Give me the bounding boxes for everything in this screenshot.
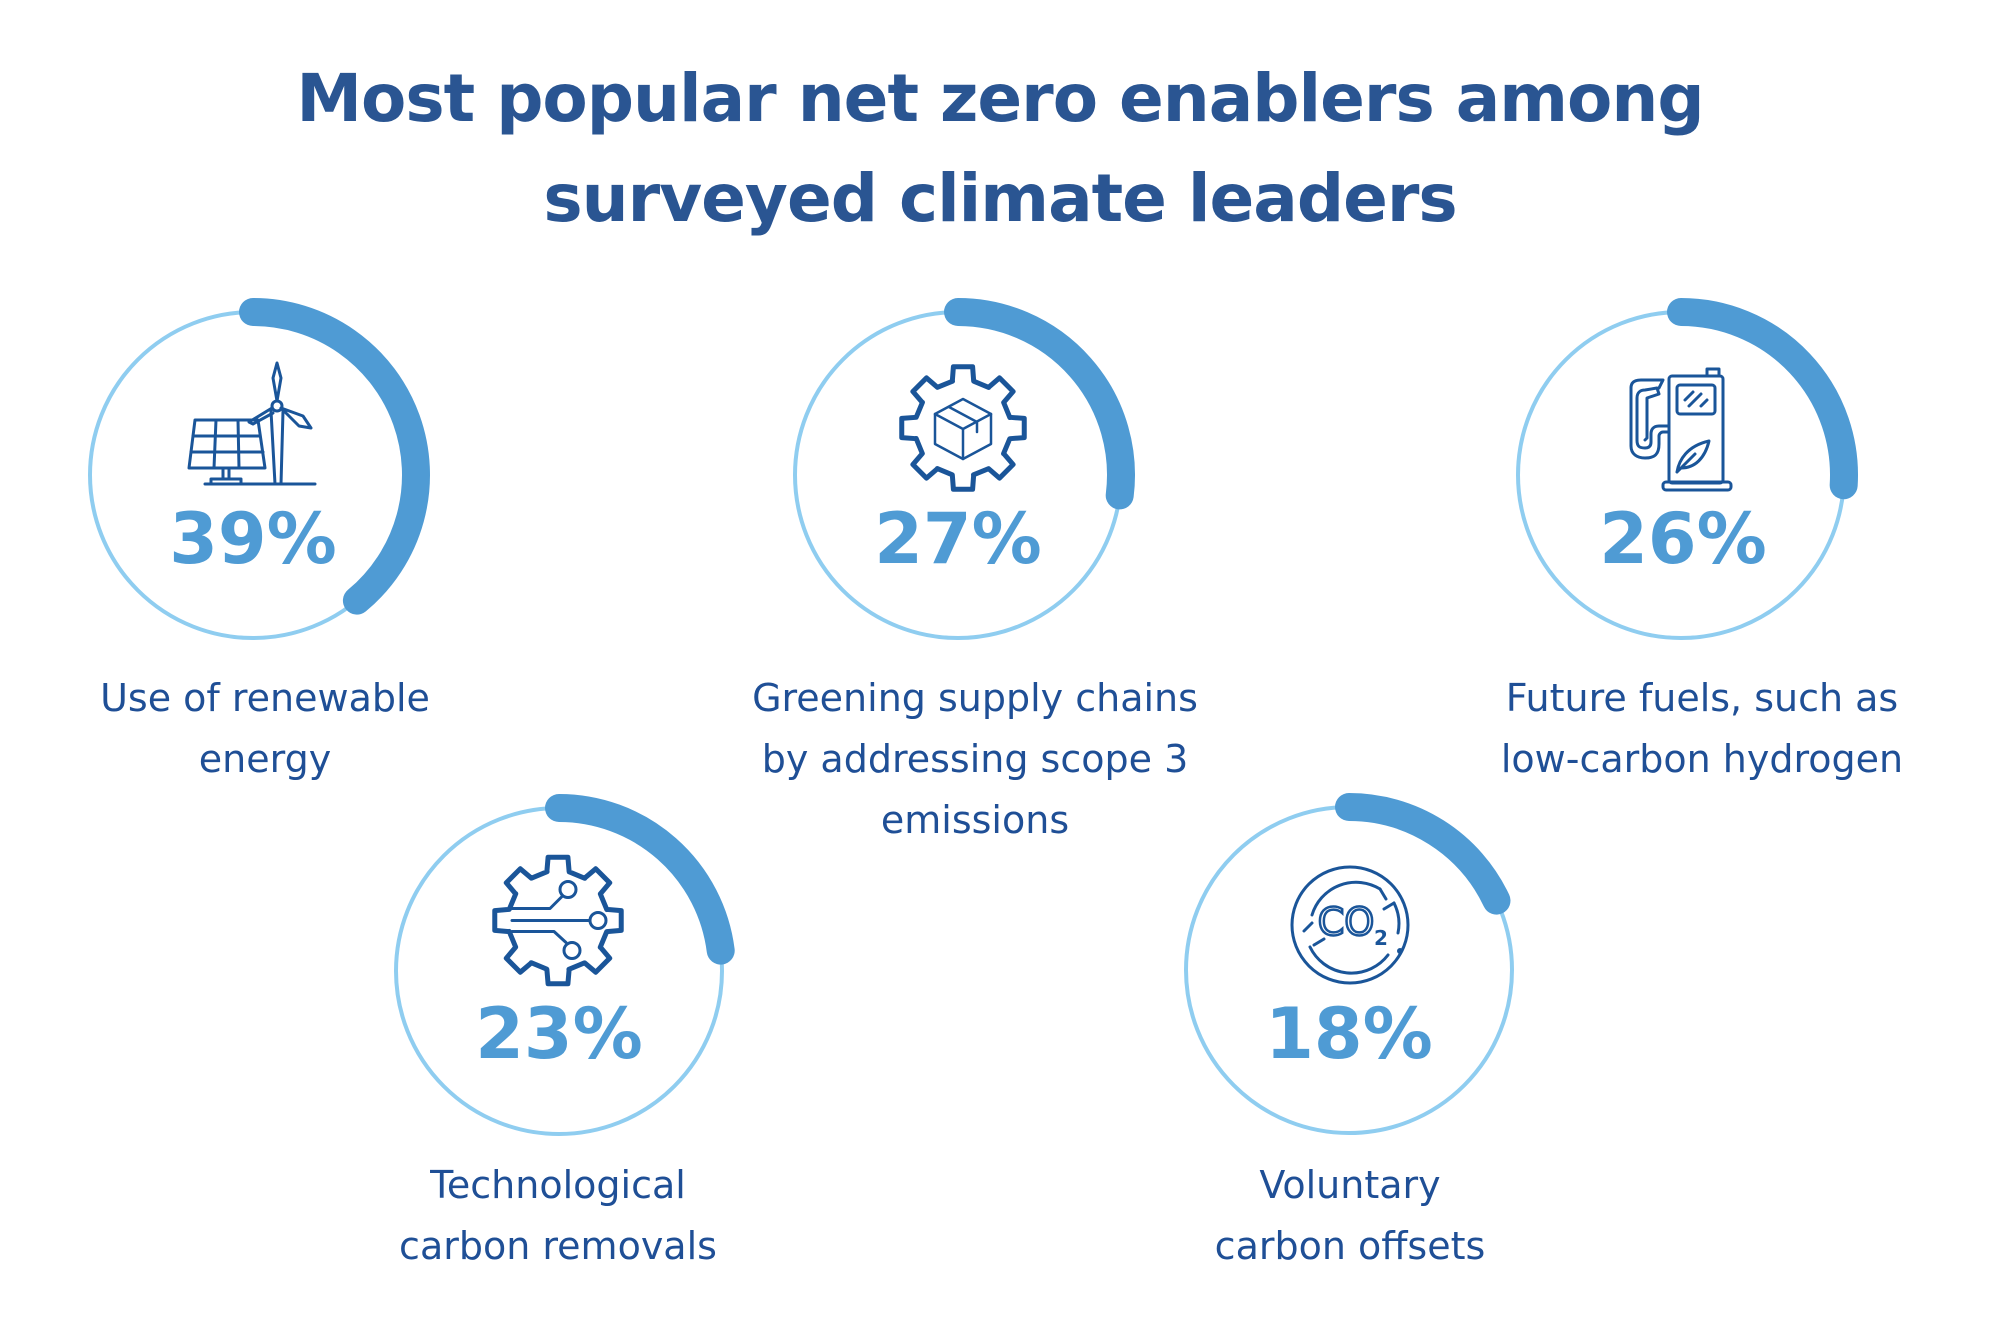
label-line: low-carbon hydrogen [1500, 737, 1904, 781]
label-line: Voluntary [1259, 1163, 1441, 1207]
label-future-fuels: Future fuels, such as low-carbon hydroge… [1442, 668, 1962, 790]
gear-circuit-icon [488, 853, 628, 988]
label-line: emissions [880, 798, 1070, 842]
co2-subscript: 2 [1374, 926, 1388, 950]
label-renewable-energy: Use of renewable energy [5, 668, 525, 790]
percent-value-carbon-removals: 23% [475, 993, 643, 1075]
label-carbon-offsets: Voluntary carbon offsets [1090, 1155, 1610, 1277]
gear-box-icon [893, 363, 1033, 493]
progress-arc-supply-chains [944, 298, 1135, 510]
label-line: energy [198, 737, 332, 781]
progress-arc-carbon-removals [545, 794, 735, 965]
chart-title-line-1: Most popular net zero enablers among [296, 60, 1704, 137]
solar-panel-wind-turbine-icon [175, 358, 335, 493]
percent-value-supply-chains: 27% [874, 498, 1042, 580]
progress-arc-renewable-energy [239, 298, 430, 615]
progress-arc-future-fuels [1667, 298, 1858, 500]
label-line: Use of renewable [100, 676, 430, 720]
percent-value-carbon-offsets: 18% [1265, 993, 1433, 1075]
label-line: carbon offsets [1214, 1224, 1486, 1268]
label-supply-chains: Greening supply chains by addressing sco… [715, 668, 1235, 851]
label-line: carbon removals [399, 1224, 717, 1268]
chart-title-line-2: surveyed climate leaders [543, 160, 1457, 237]
co2-offset-icon: CO 2 [1285, 860, 1415, 990]
progress-arc-carbon-offsets [1335, 793, 1511, 915]
label-line: Technological [430, 1163, 686, 1207]
percent-value-renewable-energy: 39% [169, 498, 337, 580]
fuel-pump-leaf-icon [1625, 367, 1740, 493]
label-line: Future fuels, such as [1505, 676, 1899, 720]
label-line: Greening supply chains [752, 676, 1198, 720]
label-carbon-removals: Technological carbon removals [298, 1155, 818, 1277]
percent-value-future-fuels: 26% [1599, 498, 1767, 580]
label-line: by addressing scope 3 [761, 737, 1189, 781]
co2-glyph: CO [1318, 900, 1374, 944]
